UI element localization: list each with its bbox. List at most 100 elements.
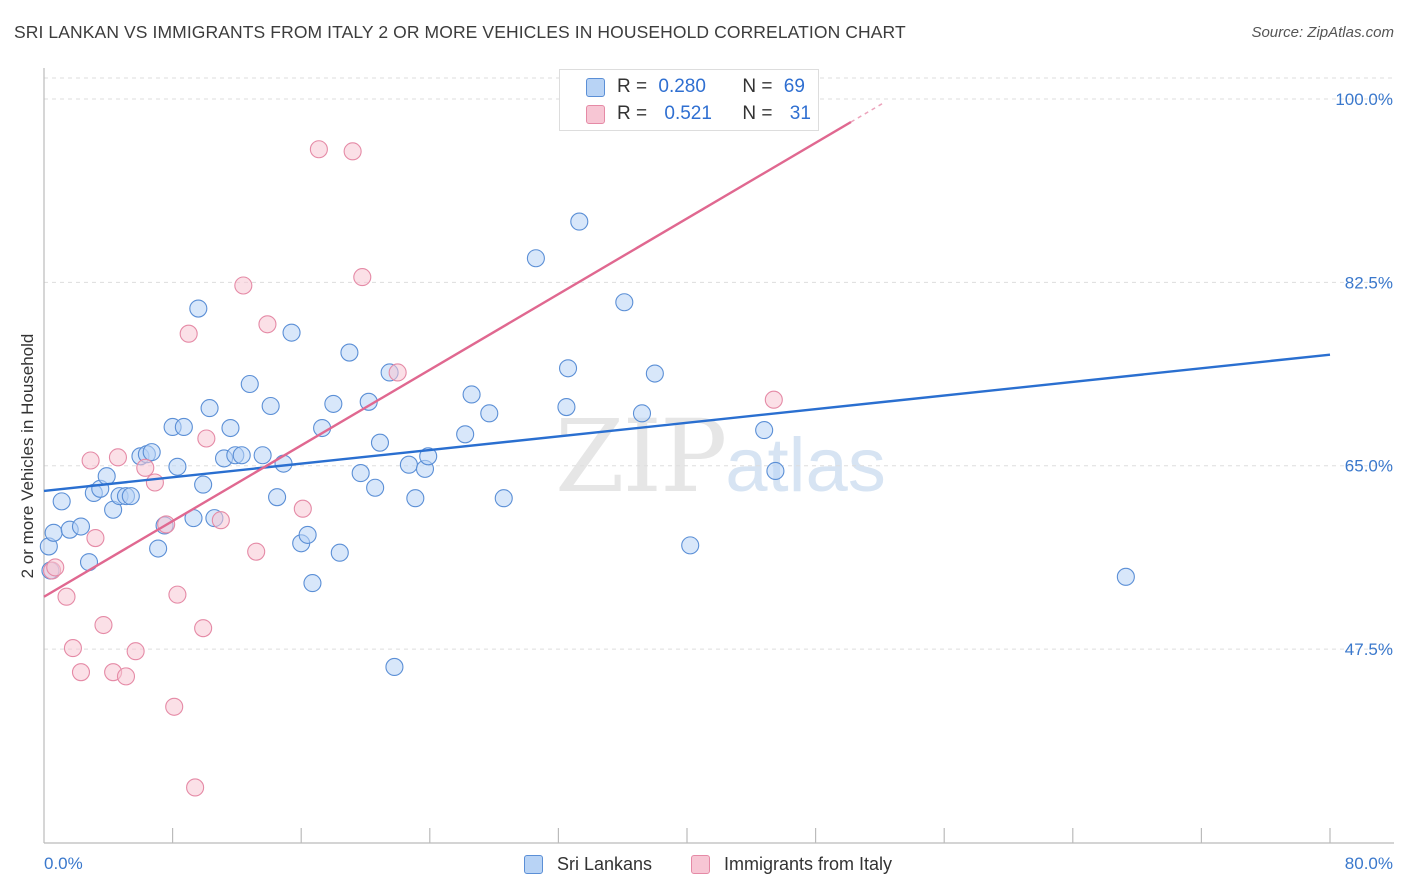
bottom-legend-label: Sri Lankans bbox=[557, 853, 653, 874]
bottom-legend-label: Immigrants from Italy bbox=[724, 853, 893, 874]
sri-lankan-point bbox=[71, 517, 91, 536]
sri-lankan-point bbox=[330, 543, 349, 562]
sri-lankan-point bbox=[97, 467, 116, 486]
sri-lankan-point bbox=[298, 525, 317, 544]
italy-point bbox=[197, 429, 216, 448]
sri-lankan-point bbox=[456, 425, 475, 444]
legend-n-label: N = bbox=[742, 76, 773, 97]
y-tick-label: 100.0% bbox=[1335, 90, 1393, 109]
italy-point bbox=[388, 363, 407, 382]
sri-lankan-point bbox=[253, 446, 272, 465]
italy-point bbox=[764, 390, 783, 409]
italy-point bbox=[57, 587, 76, 606]
italy-point bbox=[211, 511, 230, 530]
italy-point bbox=[258, 315, 277, 334]
italy-point bbox=[94, 615, 113, 635]
sri-lankan-point bbox=[558, 359, 578, 378]
sri-lankan-point bbox=[240, 374, 259, 394]
legend-n-value: 69 bbox=[783, 76, 805, 97]
italy-point bbox=[81, 451, 100, 470]
italy-point bbox=[165, 697, 184, 716]
x-tick-label: 0.0% bbox=[44, 854, 83, 873]
legend-r-value: 0.280 bbox=[658, 76, 706, 97]
chart-title: SRI LANKAN VS IMMIGRANTS FROM ITALY 2 OR… bbox=[14, 22, 906, 42]
sri-lankan-point bbox=[385, 657, 404, 676]
italy-point bbox=[126, 642, 145, 661]
y-tick-label: 65.0% bbox=[1345, 457, 1393, 476]
y-tick-label: 82.5% bbox=[1345, 273, 1393, 292]
sri-lankan-point bbox=[526, 249, 545, 268]
legend-n-label: N = bbox=[742, 103, 773, 124]
bottom-legend-sri-lankans: Sri Lankans bbox=[524, 852, 652, 876]
italy-point bbox=[179, 324, 198, 343]
sri-lankan-point bbox=[268, 488, 287, 507]
legend-swatch-blue bbox=[586, 77, 605, 97]
italy-trend-line-extension bbox=[850, 102, 884, 123]
sri-lankan-point bbox=[370, 433, 390, 452]
sri-lankan-point bbox=[189, 299, 208, 318]
italy-point bbox=[293, 499, 312, 518]
sri-lankan-point bbox=[557, 398, 576, 417]
legend-r-label: R = bbox=[617, 103, 648, 124]
italy-point bbox=[234, 276, 253, 295]
sri-lankan-point bbox=[44, 523, 63, 542]
legend-row-italy: R = 0.521 N = 31 bbox=[586, 102, 811, 126]
bottom-legend-swatch-pink bbox=[691, 854, 710, 874]
italy-point bbox=[194, 619, 213, 638]
sri-lankan-point bbox=[755, 421, 774, 440]
legend-n-value: 31 bbox=[789, 103, 811, 124]
stats-legend: R = 0.280 N = 69 R = 0.521 N = 31 bbox=[559, 69, 819, 131]
italy-point bbox=[353, 268, 372, 287]
italy-point bbox=[86, 528, 105, 548]
sri-lankan-point bbox=[121, 487, 140, 506]
sri-lankan-point bbox=[1116, 567, 1135, 586]
sri-lankan-point bbox=[52, 492, 71, 511]
italy-point bbox=[46, 558, 65, 577]
sri-lankan-point bbox=[645, 364, 664, 383]
sri-lankan-point bbox=[142, 443, 161, 462]
sri-lankan-point bbox=[632, 404, 652, 423]
legend-r-value: 0.521 bbox=[664, 103, 712, 124]
sri-lankan-point bbox=[494, 489, 513, 508]
italy-point bbox=[168, 585, 187, 604]
legend-row-sri-lankans: R = 0.280 N = 69 bbox=[586, 75, 805, 99]
sri-lankan-point bbox=[232, 446, 251, 465]
sri-lankan-point bbox=[419, 447, 438, 466]
sri-lankan-point bbox=[340, 343, 359, 362]
bottom-legend-swatch-blue bbox=[524, 854, 543, 874]
sri-lankan-point bbox=[174, 417, 193, 437]
italy-point bbox=[145, 473, 164, 492]
sri-lankan-point bbox=[462, 385, 481, 404]
sri-lankan-point bbox=[324, 394, 343, 413]
sri-lankan-point bbox=[282, 323, 301, 342]
italy-point bbox=[247, 542, 266, 561]
italy-point bbox=[108, 448, 127, 467]
x-tick-label: 80.0% bbox=[1345, 854, 1393, 873]
italy-point bbox=[186, 778, 205, 797]
sri-lankan-point bbox=[261, 396, 280, 416]
legend-r-label: R = bbox=[617, 76, 648, 97]
sri-lankan-point bbox=[149, 539, 168, 558]
sri-lankan-point bbox=[221, 418, 240, 438]
sri-lankan-point bbox=[766, 461, 785, 481]
sri-lankan-trend-line bbox=[43, 353, 1331, 493]
sri-lankan-point bbox=[366, 478, 385, 497]
sri-lankan-point bbox=[406, 489, 425, 508]
sri-lankan-point bbox=[274, 454, 293, 473]
sri-lankan-point bbox=[351, 464, 370, 483]
sri-lankan-point bbox=[303, 574, 322, 593]
legend-swatch-pink bbox=[586, 104, 605, 124]
y-tick-label: 47.5% bbox=[1345, 640, 1393, 659]
sri-lankan-point bbox=[200, 399, 219, 418]
italy-trend-line bbox=[43, 120, 852, 598]
italy-point bbox=[136, 458, 155, 477]
sri-lankan-point bbox=[480, 404, 499, 423]
italy-point bbox=[309, 140, 328, 159]
sri-lankan-point bbox=[194, 475, 213, 494]
sri-lankan-point bbox=[681, 536, 700, 555]
italy-point bbox=[71, 663, 91, 682]
sri-lankan-point bbox=[570, 212, 589, 231]
italy-point bbox=[343, 142, 362, 161]
italy-point bbox=[63, 639, 82, 658]
